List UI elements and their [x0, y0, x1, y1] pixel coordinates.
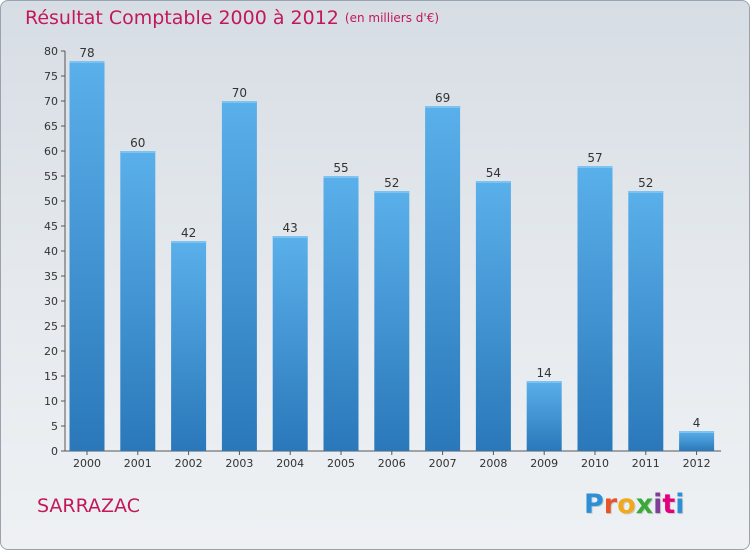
x-tick-label: 2008	[479, 457, 507, 470]
proxiti-logo: Proxiti	[584, 489, 685, 520]
logo-letter: i	[653, 489, 663, 520]
y-tick-label: 15	[44, 370, 58, 383]
x-tick-label: 2003	[225, 457, 253, 470]
bar-top-highlight	[679, 431, 715, 433]
logo-letter: i	[675, 489, 685, 520]
x-tick-label: 2011	[632, 457, 660, 470]
bar-top-highlight	[272, 236, 308, 238]
bar-top-highlight	[69, 61, 105, 63]
bar	[526, 381, 562, 451]
bar	[374, 191, 410, 451]
y-tick-label: 45	[44, 220, 58, 233]
y-tick-label: 65	[44, 120, 58, 133]
bar-value-label: 78	[79, 46, 94, 60]
x-tick-label: 2010	[581, 457, 609, 470]
bar-top-highlight	[577, 166, 613, 168]
y-tick-label: 35	[44, 270, 58, 283]
bar-value-label: 42	[181, 226, 196, 240]
y-tick-label: 60	[44, 145, 58, 158]
x-tick-label: 2006	[378, 457, 406, 470]
bar	[475, 181, 511, 451]
bar-top-highlight	[171, 241, 207, 243]
x-tick-label: 2002	[175, 457, 203, 470]
chart-subtitle: (en milliers d'€)	[344, 11, 440, 25]
bar-value-label: 52	[638, 176, 653, 190]
logo-letter: o	[617, 489, 636, 520]
bar-top-highlight	[526, 381, 562, 383]
y-tick-label: 25	[44, 320, 58, 333]
logo-letter: P	[584, 489, 604, 520]
bar-value-label: 4	[693, 416, 701, 430]
y-tick-label: 20	[44, 345, 58, 358]
bar-top-highlight	[628, 191, 664, 193]
logo-letter: t	[662, 489, 676, 520]
chart-title-text: Résultat Comptable 2000 à 2012	[25, 7, 339, 29]
bar	[577, 166, 613, 451]
bar-value-label: 70	[232, 86, 247, 100]
y-tick-label: 30	[44, 295, 58, 308]
y-tick-label: 55	[44, 170, 58, 183]
bar	[679, 431, 715, 451]
bar-value-label: 52	[384, 176, 399, 190]
x-tick-label: 2001	[124, 457, 152, 470]
bar	[171, 241, 207, 451]
bar	[120, 151, 156, 451]
bar	[221, 101, 257, 451]
bar-value-label: 55	[333, 161, 348, 175]
y-tick-label: 10	[44, 395, 58, 408]
logo-letter: r	[603, 489, 618, 520]
bar	[69, 61, 105, 451]
x-tick-label: 2007	[429, 457, 457, 470]
y-tick-label: 40	[44, 245, 58, 258]
x-tick-label: 2009	[530, 457, 558, 470]
bar	[323, 176, 359, 451]
x-tick-label: 2004	[276, 457, 304, 470]
bar-value-label: 54	[486, 166, 501, 180]
chart-title: Résultat Comptable 2000 à 2012 (en millie…	[25, 7, 439, 29]
x-tick-label: 2000	[73, 457, 101, 470]
bar-value-label: 57	[587, 151, 602, 165]
commune-name: SARRAZAC	[37, 495, 140, 517]
bar-value-label: 60	[130, 136, 145, 150]
bar-top-highlight	[475, 181, 511, 183]
x-tick-label: 2012	[683, 457, 711, 470]
bar-top-highlight	[120, 151, 156, 153]
y-tick-label: 75	[44, 70, 58, 83]
bar-top-highlight	[374, 191, 410, 193]
x-tick-label: 2005	[327, 457, 355, 470]
bar-value-label: 14	[537, 366, 552, 380]
bar	[628, 191, 664, 451]
bar	[425, 106, 461, 451]
bar	[272, 236, 308, 451]
chart-value-labels: 78 60 42 70 43 55 52 69 54 14 57 52 4	[79, 46, 700, 430]
bar-value-label: 69	[435, 91, 450, 105]
y-tick-label: 5	[51, 420, 58, 433]
bar-value-label: 43	[283, 221, 298, 235]
bar-top-highlight	[425, 106, 461, 108]
bar-top-highlight	[221, 101, 257, 103]
bar-top-highlight	[323, 176, 359, 178]
y-tick-label: 80	[44, 45, 58, 58]
y-tick-label: 0	[51, 445, 58, 458]
chart-bars	[69, 61, 715, 451]
logo-letter: x	[635, 489, 654, 520]
y-tick-label: 70	[44, 95, 58, 108]
y-tick-label: 50	[44, 195, 58, 208]
